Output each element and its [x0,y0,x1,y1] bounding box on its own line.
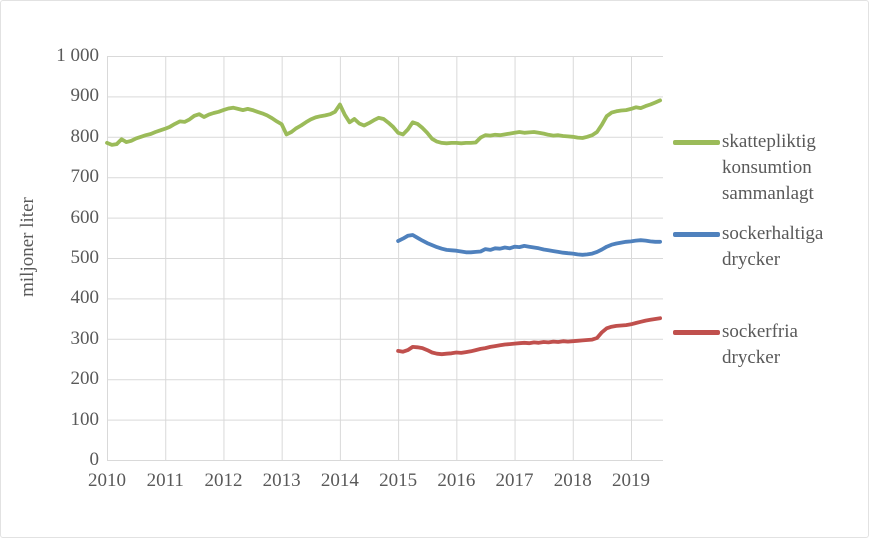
legend-item: skattepliktig konsumtion sammanlagt [673,129,816,207]
x-tick-label: 2014 [320,470,359,491]
legend-label-line: konsumtion [722,157,812,178]
legend-label: sockerhaltiga drycker [722,221,823,273]
y-tick-label: 300 [70,327,100,349]
legend-label-line: skattepliktig [722,131,816,152]
x-tick-label: 2013 [262,470,301,491]
legend-label: sockerfria drycker [722,319,798,371]
legend-label-line: sockerhaltiga [722,223,824,244]
x-tick-label: 2015 [379,470,418,491]
legend-swatch [673,140,720,145]
legend-swatch [673,232,720,237]
legend-label-line: sammanlagt [722,183,814,204]
y-tick-label: 0 [89,449,100,470]
legend-item: sockerhaltiga drycker [673,221,823,273]
x-tick-label: 2012 [204,470,243,491]
y-tick-label: 600 [70,206,100,228]
legend-label-line: drycker [722,347,781,368]
x-tick-label: 2019 [612,470,650,491]
y-tick-label: 1 000 [56,45,99,66]
y-tick-label: 500 [70,247,100,268]
series-line-skattepliktig [105,98,662,147]
legend-label-line: drycker [722,249,781,270]
series-line-sockerhaltiga [396,233,662,257]
x-tick-label: 2011 [146,470,184,491]
y-tick-label: 800 [70,125,100,147]
y-tick-label: 700 [70,166,100,188]
legend-label: skattepliktig konsumtion sammanlagt [722,129,816,207]
legend-label-line: sockerfria [722,321,798,342]
x-tick-label: 2017 [495,470,534,491]
legend-swatch [673,330,720,335]
y-tick-label: 200 [70,368,100,390]
y-tick-label: 100 [70,408,100,430]
legend-item: sockerfria drycker [673,319,798,371]
x-tick-label: 2018 [553,470,592,491]
x-tick-label: 2010 [88,470,126,491]
y-tick-label: 400 [70,287,100,309]
series-line-sockerfria [396,316,662,357]
x-tick-label: 2016 [437,470,476,491]
y-tick-label: 900 [70,85,100,107]
